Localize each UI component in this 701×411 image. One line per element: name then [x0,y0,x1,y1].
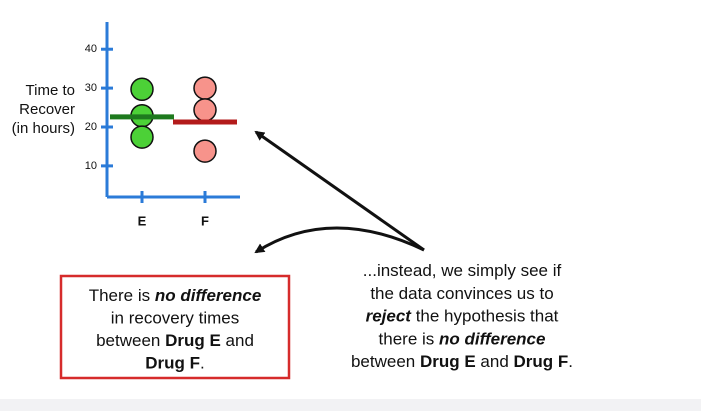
text-run: between [351,353,420,372]
text-run: There is [89,286,155,305]
point [130,77,154,102]
text-line: There is no difference [89,286,262,305]
text-run: Drug E [420,353,476,372]
text-line: between Drug E and Drug F. [351,353,573,372]
x-tick-label: F [201,213,209,228]
text-line: Drug F. [145,354,205,373]
text-run: Drug F [514,353,569,372]
text-run: and [476,353,514,372]
y-axis-label: Recover [19,101,75,118]
text-run: the data convinces us to [370,284,553,303]
text-run: in recovery times [111,309,239,328]
x-tick-label: E [138,213,147,228]
y-axis-label: (in hours) [12,120,75,137]
text-line: between Drug E and [96,331,254,350]
bottom-bar [0,399,701,411]
point [193,98,217,122]
text-line: in recovery times [111,309,239,328]
text-line: there is no difference [379,330,546,349]
text-run: no difference [439,330,545,349]
y-tick-label: 10 [85,160,97,172]
text-run: Drug E [165,331,221,350]
text-run: . [200,354,205,373]
box [59,274,291,380]
arrow [254,226,425,254]
arrow [254,130,425,252]
text-run: there is [379,330,439,349]
y-tick-label: 40 [85,43,97,55]
point [193,76,217,100]
y-tick-label: 20 [85,121,97,133]
plot: Time to Recover (in hours) 10 20 30 40 E F [12,22,240,228]
text-run: no difference [155,286,261,305]
text-line: reject the hypothesis that [366,307,559,326]
text-run: and [221,331,254,350]
text-run: reject [366,307,413,326]
text-run: between [96,331,165,350]
point [193,139,217,163]
text-line: ...instead, we simply see if [363,261,562,280]
text-blocks: There is no difference in recovery times b… [89,261,573,373]
text-line: the data convinces us to [370,284,553,303]
point [130,125,154,149]
text-run: . [568,353,573,372]
text-run: Drug F [145,354,200,373]
y-axis-label: Time to [26,82,75,99]
text-run: the hypothesis that [411,307,559,326]
text-run: ...instead, we simply see if [363,261,562,280]
y-tick-label: 30 [85,82,97,94]
